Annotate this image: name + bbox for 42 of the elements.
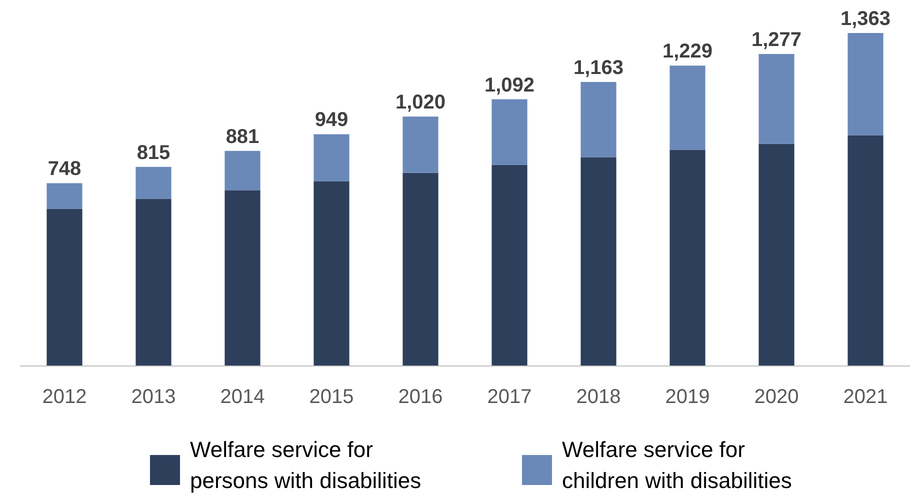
bar <box>848 135 884 366</box>
bar <box>46 183 82 209</box>
bar <box>758 54 794 144</box>
bar <box>848 33 884 136</box>
x-tick-label: 2013 <box>131 386 176 408</box>
bar <box>402 116 438 173</box>
bar <box>492 99 528 165</box>
x-tick-label: 2015 <box>309 386 354 408</box>
bar <box>224 190 260 366</box>
bar <box>758 144 794 366</box>
x-tick-label: 2012 <box>42 386 87 408</box>
bar <box>670 150 706 366</box>
x-tick-label: 2017 <box>487 386 532 408</box>
annotation: 949 <box>314 109 348 132</box>
x-tick-label: 2016 <box>398 386 443 408</box>
x-tick-label: 2021 <box>843 386 888 408</box>
annotation: 815 <box>136 142 170 164</box>
annotation: 1,229 <box>662 40 713 63</box>
annotation: 748 <box>48 158 82 180</box>
annotation: 1,277 <box>751 28 802 51</box>
x-tick-label: 2020 <box>754 386 799 408</box>
bar <box>402 172 438 366</box>
bar <box>46 208 82 366</box>
bar <box>136 198 172 366</box>
bar <box>314 181 350 366</box>
annotation: 1,163 <box>573 56 624 79</box>
annotation: 881 <box>226 126 260 148</box>
bar <box>670 66 706 150</box>
x-tick-label: 2018 <box>576 386 621 408</box>
bar <box>136 166 172 199</box>
annotation: 1,020 <box>395 92 446 114</box>
bar <box>314 134 350 182</box>
bar <box>580 82 616 158</box>
annotation: 1,092 <box>484 74 535 96</box>
legend-label: Welfare service for children with disabilities <box>562 437 792 493</box>
annotation: 1,363 <box>840 8 891 30</box>
bar <box>492 164 528 366</box>
bar <box>580 157 616 366</box>
x-tick-label: 2019 <box>665 386 710 408</box>
x-tick-label: 2014 <box>220 386 265 408</box>
legend-label: Welfare service for persons with disabilities <box>190 437 422 493</box>
bar <box>224 150 260 190</box>
